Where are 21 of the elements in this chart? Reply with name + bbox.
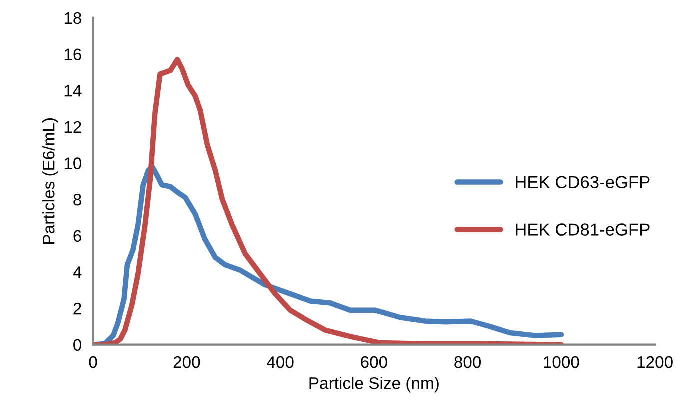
x-tick-label: 0	[89, 356, 98, 368]
x-tick-label: 800	[454, 356, 482, 368]
y-tick-label: 18	[64, 12, 82, 24]
y-tick-label: 14	[64, 85, 82, 97]
x-tick-label: 200	[174, 356, 200, 368]
y-axis-title: Particles (E6/mL)	[42, 118, 58, 244]
y-tick-label: 0	[74, 339, 82, 352]
y-tick-label: 4	[73, 266, 82, 278]
x-axis-title: Particle Size (nm)	[310, 377, 439, 393]
x-tick-label: 400	[267, 356, 294, 368]
legend-label: HEK CD63-eGFP	[516, 176, 650, 189]
y-tick-label: 16	[64, 48, 82, 60]
y-tick-label: 2	[74, 302, 82, 315]
y-tick-label: 6	[74, 230, 82, 242]
x-tick-label: 1000	[544, 356, 580, 368]
y-tick-label: 12	[64, 121, 82, 133]
x-tick-label: 600	[361, 356, 388, 368]
x-tick-label: 1200	[638, 356, 673, 368]
y-tick-label: 8	[74, 194, 82, 206]
legend-label: HEK CD81-eGFP	[516, 224, 650, 236]
y-tick-label: 10	[64, 158, 82, 170]
